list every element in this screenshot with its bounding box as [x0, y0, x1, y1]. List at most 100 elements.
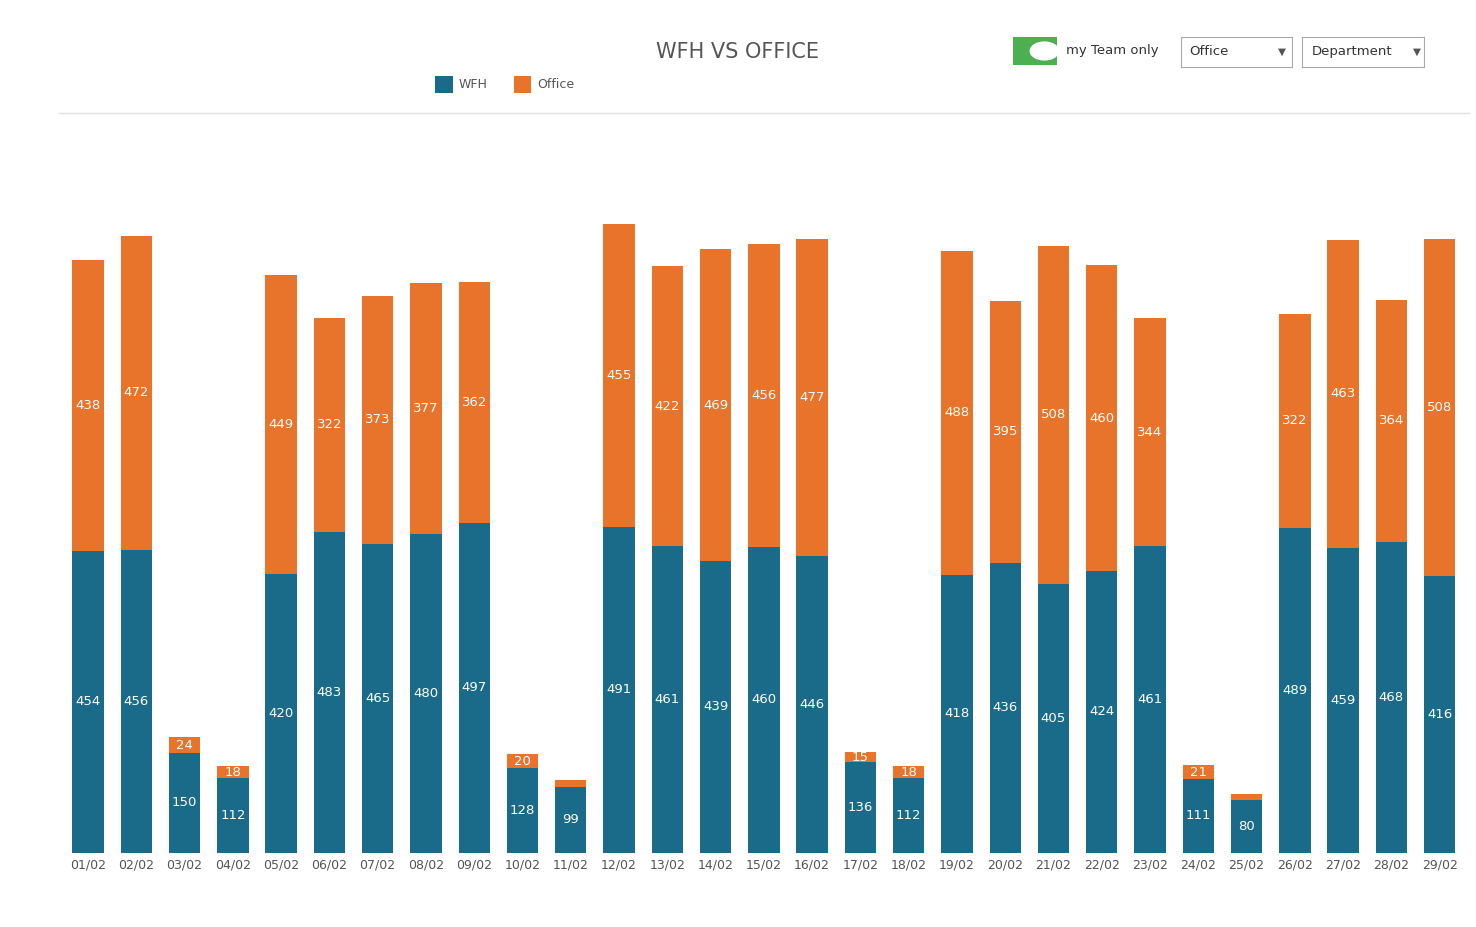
Bar — [555, 787, 586, 853]
Bar — [1424, 239, 1455, 577]
Text: 424: 424 — [1089, 705, 1114, 718]
Bar — [651, 266, 683, 546]
Text: ▼: ▼ — [1278, 47, 1286, 57]
Text: 472: 472 — [124, 387, 149, 400]
Text: 373: 373 — [365, 413, 390, 426]
Text: WFH VS OFFICE: WFH VS OFFICE — [657, 42, 819, 62]
Bar — [989, 563, 1021, 853]
Text: 463: 463 — [1330, 387, 1356, 400]
Text: 344: 344 — [1138, 425, 1163, 438]
Text: 150: 150 — [171, 796, 198, 809]
Text: 24: 24 — [176, 739, 193, 752]
Text: 446: 446 — [800, 698, 825, 711]
Bar — [1038, 584, 1069, 853]
Bar — [314, 532, 345, 853]
Text: 465: 465 — [365, 692, 390, 705]
Bar — [797, 556, 828, 853]
Text: 416: 416 — [1427, 708, 1452, 721]
Circle shape — [1030, 42, 1058, 60]
Bar — [700, 249, 731, 561]
Text: Department: Department — [1312, 45, 1392, 58]
Bar — [1424, 577, 1455, 853]
Text: 438: 438 — [75, 399, 100, 412]
Text: 15: 15 — [852, 751, 869, 764]
Bar — [604, 224, 635, 527]
Bar — [1231, 794, 1262, 800]
Text: 439: 439 — [703, 701, 728, 714]
Bar — [266, 574, 297, 853]
Bar — [893, 779, 924, 853]
Text: 112: 112 — [220, 809, 245, 822]
Bar — [844, 762, 877, 853]
Bar — [72, 551, 103, 853]
Text: 422: 422 — [654, 400, 680, 413]
Text: 456: 456 — [124, 695, 149, 708]
Text: 491: 491 — [607, 683, 632, 696]
Bar — [506, 755, 539, 768]
Text: 449: 449 — [269, 418, 294, 431]
Text: 461: 461 — [655, 693, 680, 706]
Bar — [314, 318, 345, 532]
Text: 477: 477 — [800, 391, 825, 404]
Text: 322: 322 — [317, 418, 342, 431]
Bar — [1327, 548, 1359, 853]
Bar — [700, 561, 731, 853]
Bar — [989, 300, 1021, 563]
Bar — [459, 282, 490, 523]
Bar — [1086, 571, 1117, 853]
Bar — [459, 523, 490, 853]
Bar — [748, 244, 779, 547]
Text: 455: 455 — [607, 369, 632, 382]
Text: 460: 460 — [1089, 412, 1114, 425]
Text: 456: 456 — [751, 389, 776, 402]
Text: 418: 418 — [945, 707, 970, 720]
Bar — [748, 547, 779, 853]
Text: 20: 20 — [514, 755, 531, 768]
Text: 395: 395 — [992, 425, 1018, 438]
Text: 405: 405 — [1041, 712, 1066, 725]
Text: 18: 18 — [900, 766, 917, 779]
Bar — [1038, 246, 1069, 584]
Bar — [893, 767, 924, 779]
Bar — [1231, 800, 1262, 853]
Bar — [1376, 299, 1407, 541]
Text: 469: 469 — [703, 399, 728, 412]
Text: 459: 459 — [1330, 693, 1356, 706]
Text: 461: 461 — [1138, 693, 1163, 706]
Text: ▼: ▼ — [1413, 47, 1421, 57]
Bar — [362, 296, 393, 544]
Text: WFH: WFH — [459, 78, 489, 91]
Text: 377: 377 — [413, 402, 438, 415]
Bar — [942, 250, 973, 575]
Text: 112: 112 — [896, 809, 921, 822]
Bar — [506, 768, 539, 853]
Text: 480: 480 — [413, 687, 438, 700]
Bar — [555, 781, 586, 787]
Text: 362: 362 — [462, 396, 487, 409]
Text: 21: 21 — [1190, 766, 1207, 779]
Bar — [121, 550, 152, 853]
Bar — [651, 546, 683, 853]
Text: Office: Office — [1190, 45, 1230, 58]
Bar — [1182, 779, 1213, 853]
Text: 80: 80 — [1238, 819, 1255, 832]
Bar — [1376, 541, 1407, 853]
Bar — [1135, 546, 1166, 853]
Bar — [121, 236, 152, 550]
Text: 508: 508 — [1041, 408, 1066, 422]
Bar — [410, 534, 441, 853]
Text: 111: 111 — [1185, 809, 1210, 822]
FancyBboxPatch shape — [1005, 35, 1064, 67]
Bar — [217, 779, 248, 853]
Bar — [844, 753, 877, 762]
Bar — [1182, 765, 1213, 779]
Text: Office: Office — [537, 78, 574, 91]
Bar — [266, 275, 297, 574]
Bar — [942, 575, 973, 853]
Text: 364: 364 — [1379, 414, 1404, 427]
Text: 128: 128 — [509, 804, 536, 817]
Text: 18: 18 — [224, 766, 241, 779]
Bar — [797, 239, 828, 556]
Text: 136: 136 — [847, 801, 874, 814]
Bar — [604, 527, 635, 853]
